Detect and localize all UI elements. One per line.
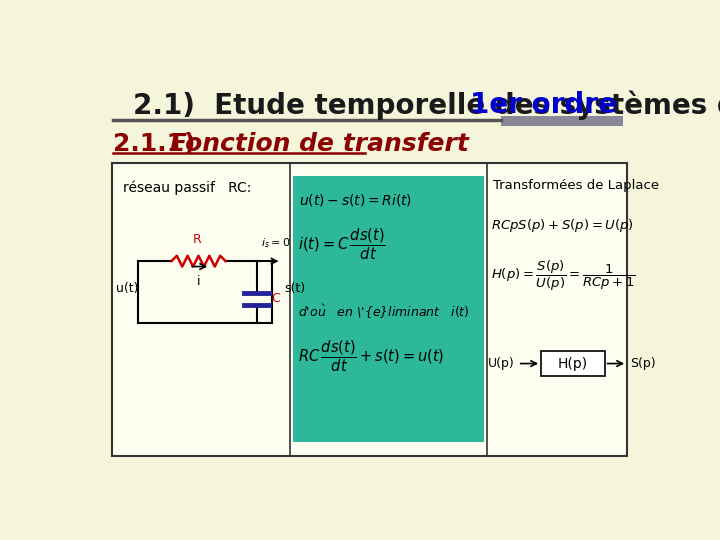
Text: 1er ordre: 1er ordre — [469, 91, 616, 119]
Text: s(t): s(t) — [284, 281, 306, 295]
Bar — [500, 116, 624, 126]
Text: $H(p) = \dfrac{S(p)}{U(p)} = \dfrac{1}{RCp+1}$: $H(p) = \dfrac{S(p)}{U(p)} = \dfrac{1}{R… — [492, 259, 636, 293]
Bar — [293, 177, 484, 442]
Text: u(t): u(t) — [117, 281, 139, 295]
Bar — [541, 351, 605, 376]
Text: d'o$\grave{u}$   en \'{e}liminant   $i(t)$: d'o$\grave{u}$ en \'{e}liminant $i(t)$ — [297, 302, 469, 320]
Text: $RCpS(p) + S(p) = U(p)$: $RCpS(p) + S(p) = U(p)$ — [492, 217, 634, 234]
Text: C: C — [271, 292, 280, 306]
Text: 2.1.1): 2.1.1) — [113, 132, 204, 156]
Text: réseau passif   RC:: réseau passif RC: — [122, 180, 251, 195]
Text: Transformées de Laplace: Transformées de Laplace — [493, 179, 659, 192]
Text: 2.1)  Etude temporelle des systèmes du: 2.1) Etude temporelle des systèmes du — [132, 90, 720, 119]
Bar — [112, 164, 627, 456]
Text: i: i — [197, 275, 200, 288]
Text: S(p): S(p) — [630, 357, 656, 370]
Text: $i_s{=}0$: $i_s{=}0$ — [261, 237, 291, 251]
Text: $i(t) = C\,\dfrac{ds(t)}{dt}$: $i(t) = C\,\dfrac{ds(t)}{dt}$ — [297, 226, 385, 262]
Text: $u(t) - s(t) = Ri(t)$: $u(t) - s(t) = Ri(t)$ — [300, 192, 413, 208]
Text: U(p): U(p) — [488, 357, 515, 370]
Text: $RC\,\dfrac{ds(t)}{dt} + s(t) = u(t)$: $RC\,\dfrac{ds(t)}{dt} + s(t) = u(t)$ — [297, 338, 444, 374]
Text: H(p): H(p) — [558, 356, 588, 370]
Text: Fonction de transfert: Fonction de transfert — [170, 132, 469, 156]
Text: R: R — [192, 233, 202, 246]
